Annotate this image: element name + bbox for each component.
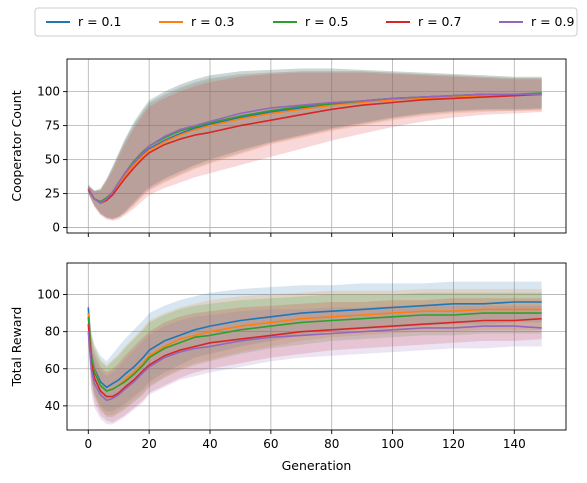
- legend-label-3: r = 0.7: [418, 14, 461, 29]
- axes-frame: [66, 58, 567, 234]
- series-lines: [87, 92, 542, 204]
- line-series-0: [87, 301, 542, 389]
- x-tick-label-3: 60: [263, 437, 278, 451]
- y-tick-label-1: 25: [45, 187, 60, 201]
- y-tick-label-0: 40: [45, 399, 60, 413]
- legend: r = 0.1 r = 0.3 r = 0.5 r = 0.7 r = 0.9: [34, 7, 578, 37]
- line-series-3: [87, 317, 542, 398]
- x-tick-label-0: 0: [84, 437, 92, 451]
- cooperator-count-panel: 0 25 50 75 100 Cooperator Count: [9, 58, 567, 237]
- legend-label-1: r = 0.3: [191, 14, 234, 29]
- band-series-4: [88, 305, 542, 425]
- band-series-1: [88, 289, 542, 416]
- grid: [67, 263, 566, 430]
- y-tick-label-3: 75: [45, 119, 60, 133]
- y-tick-label-0: 0: [52, 221, 60, 235]
- y-tick-label-4: 100: [37, 85, 60, 99]
- y-axis-label: Cooperator Count: [9, 90, 24, 201]
- x-tick-label-1: 20: [142, 437, 157, 451]
- y-tick-label-1: 60: [45, 362, 60, 376]
- legend-frame: [34, 7, 578, 37]
- legend-label-2: r = 0.5: [305, 14, 348, 29]
- band-series-2: [88, 68, 542, 218]
- series-lines: [87, 301, 542, 402]
- line-series-4: [87, 93, 542, 204]
- ticks: 0 20 40 60 80 100 120 140 40 60 80 100: [37, 288, 526, 451]
- band-series-0: [88, 71, 542, 220]
- y-tick-label-3: 100: [37, 288, 60, 302]
- band-series-3: [88, 72, 542, 221]
- x-tick-label-6: 120: [442, 437, 465, 451]
- x-axis-label: Generation: [282, 458, 352, 473]
- line-series-4: [87, 325, 542, 402]
- legend-label-0: r = 0.1: [78, 14, 121, 29]
- total-reward-panel: 0 20 40 60 80 100 120 140 40 60 80 100 Total Reward…: [9, 262, 567, 473]
- y-tick-label-2: 50: [45, 153, 60, 167]
- line-series-2: [87, 312, 542, 392]
- grid: [67, 59, 566, 233]
- line-series-3: [87, 93, 542, 204]
- x-tick-label-5: 100: [381, 437, 404, 451]
- y-tick-label-2: 80: [45, 325, 60, 339]
- ticks: 0 25 50 75 100: [37, 85, 515, 237]
- x-tick-label-7: 140: [503, 437, 526, 451]
- band-series-3: [88, 298, 542, 423]
- x-tick-label-2: 40: [202, 437, 217, 451]
- band-series-4: [88, 68, 542, 220]
- axes-frame: [66, 262, 567, 431]
- band-series-1: [88, 71, 542, 220]
- legend-label-4: r = 0.9: [531, 14, 574, 29]
- y-axis-label: Total Reward: [9, 307, 24, 388]
- band-series-0: [88, 281, 542, 412]
- confidence-bands: [88, 68, 542, 221]
- x-tick-label-4: 80: [324, 437, 339, 451]
